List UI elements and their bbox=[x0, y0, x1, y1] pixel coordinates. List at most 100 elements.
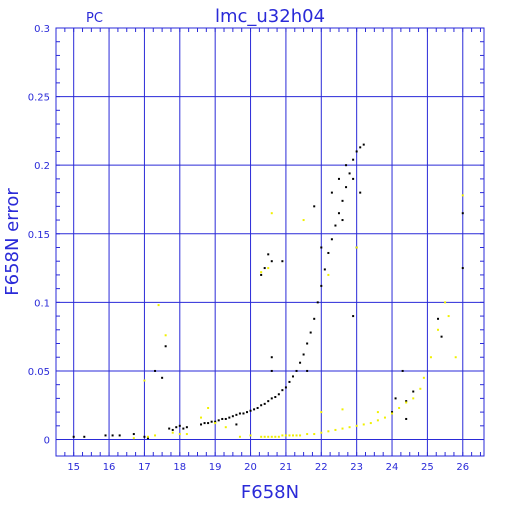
data-point bbox=[154, 434, 157, 437]
data-point bbox=[249, 409, 252, 412]
data-point bbox=[178, 424, 181, 427]
data-point bbox=[168, 427, 171, 430]
data-point bbox=[306, 433, 309, 436]
data-point bbox=[352, 158, 355, 161]
data-point bbox=[295, 434, 298, 437]
data-point bbox=[72, 435, 75, 438]
data-point bbox=[376, 411, 379, 414]
data-point bbox=[320, 246, 323, 249]
data-point bbox=[270, 260, 273, 263]
data-point bbox=[164, 345, 167, 348]
data-point bbox=[345, 186, 348, 189]
data-point bbox=[334, 224, 337, 227]
data-point bbox=[461, 212, 464, 215]
data-point bbox=[461, 267, 464, 270]
data-point bbox=[447, 315, 450, 318]
data-point bbox=[419, 387, 422, 390]
data-point bbox=[412, 390, 415, 393]
data-point bbox=[306, 369, 309, 372]
data-point bbox=[263, 435, 266, 438]
data-point bbox=[405, 400, 408, 403]
data-point bbox=[355, 246, 358, 249]
data-point bbox=[341, 427, 344, 430]
data-point bbox=[143, 435, 146, 438]
data-point bbox=[454, 356, 457, 359]
data-point bbox=[238, 412, 241, 415]
y-axis-label: F658N error bbox=[2, 188, 23, 296]
grid-lines bbox=[56, 27, 484, 456]
data-point bbox=[256, 406, 259, 409]
data-point bbox=[302, 353, 305, 356]
data-point bbox=[171, 428, 174, 431]
data-point bbox=[249, 434, 252, 437]
x-tick-label: 15 bbox=[67, 462, 80, 473]
camera-label: PC bbox=[86, 11, 103, 26]
data-point bbox=[274, 435, 277, 438]
data-point bbox=[200, 416, 203, 419]
data-point bbox=[341, 199, 344, 202]
data-point bbox=[185, 426, 188, 429]
x-tick-label: 22 bbox=[315, 462, 328, 473]
data-point bbox=[330, 191, 333, 194]
data-point bbox=[83, 435, 86, 438]
data-point bbox=[359, 146, 362, 149]
y-tick-label: 0.25 bbox=[28, 93, 50, 104]
data-point bbox=[345, 164, 348, 167]
data-point bbox=[207, 406, 210, 409]
data-point bbox=[175, 426, 178, 429]
data-point bbox=[161, 376, 164, 379]
data-point bbox=[313, 433, 316, 436]
data-point bbox=[376, 419, 379, 422]
data-point bbox=[132, 437, 135, 440]
data-point bbox=[352, 177, 355, 180]
data-point bbox=[146, 437, 149, 440]
y-tick-label: 0.05 bbox=[28, 367, 50, 378]
series-1 bbox=[132, 194, 464, 440]
data-point bbox=[320, 431, 323, 434]
y-tick-label: 0.15 bbox=[28, 230, 50, 241]
data-point bbox=[437, 317, 440, 320]
data-point bbox=[203, 422, 206, 425]
data-point bbox=[295, 369, 298, 372]
data-point bbox=[288, 434, 291, 437]
data-point bbox=[231, 415, 234, 418]
x-tick-label: 25 bbox=[421, 462, 434, 473]
data-point bbox=[362, 143, 365, 146]
data-point bbox=[398, 406, 401, 409]
data-point bbox=[281, 260, 284, 263]
data-point bbox=[221, 417, 224, 420]
y-tick-label: 0 bbox=[44, 436, 50, 447]
data-point bbox=[405, 417, 408, 420]
data-point bbox=[330, 238, 333, 241]
data-point bbox=[422, 376, 425, 379]
data-point bbox=[235, 423, 238, 426]
data-point bbox=[341, 408, 344, 411]
data-point bbox=[437, 328, 440, 331]
y-tick-label: 0.1 bbox=[34, 298, 50, 309]
data-point bbox=[214, 422, 217, 425]
x-axis-label: F658N bbox=[241, 482, 299, 503]
data-point bbox=[299, 434, 302, 437]
data-point bbox=[118, 434, 121, 437]
x-tick-label: 26 bbox=[456, 462, 469, 473]
data-point bbox=[263, 402, 266, 405]
data-point bbox=[270, 435, 273, 438]
data-point bbox=[412, 397, 415, 400]
data-point bbox=[284, 434, 287, 437]
data-point bbox=[306, 342, 309, 345]
data-point bbox=[440, 335, 443, 338]
x-tick-label: 20 bbox=[244, 462, 257, 473]
data-point bbox=[355, 150, 358, 153]
data-point bbox=[320, 284, 323, 287]
data-point bbox=[323, 268, 326, 271]
data-point bbox=[327, 251, 330, 254]
data-point bbox=[394, 397, 397, 400]
data-point bbox=[260, 404, 263, 407]
data-point bbox=[132, 433, 135, 436]
data-point bbox=[267, 435, 270, 438]
x-tick-label: 24 bbox=[386, 462, 399, 473]
data-point bbox=[291, 434, 294, 437]
x-tick-label: 21 bbox=[280, 462, 293, 473]
data-point bbox=[401, 369, 404, 372]
data-point bbox=[270, 369, 273, 372]
